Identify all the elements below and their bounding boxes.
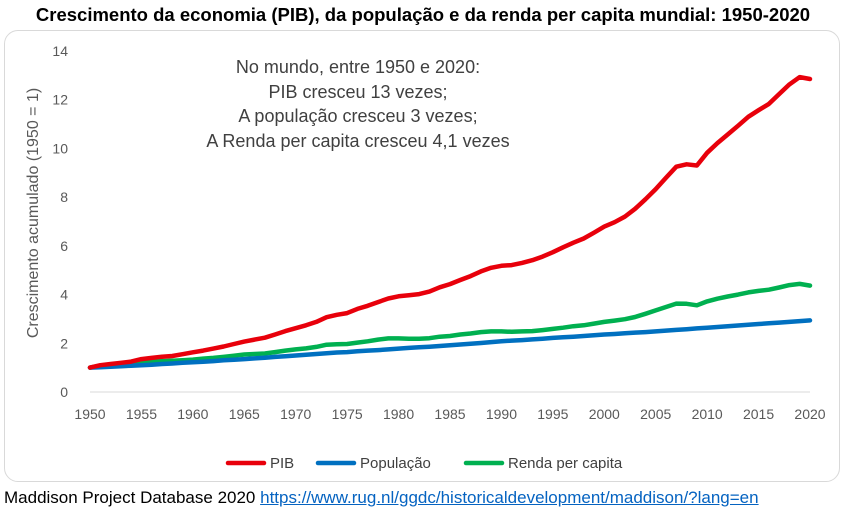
annotation-line-1: No mundo, entre 1950 e 2020: <box>236 57 480 77</box>
x-tick-label: 2015 <box>743 406 774 422</box>
x-tick-label: 1960 <box>177 406 208 422</box>
x-tick-label: 1985 <box>434 406 465 422</box>
x-tick-label: 1990 <box>486 406 517 422</box>
x-tick-label: 2005 <box>640 406 671 422</box>
y-axis-title: Crescimento acumulado (1950 = 1) <box>25 88 42 338</box>
series-line-pib <box>87 74 813 370</box>
line-chart: 0 2 4 6 8 10 12 14 1950 1955 1960 1965 1970 1975 1980… <box>25 43 826 472</box>
source-link[interactable]: https://www.rug.nl/ggdc/historicaldevelo… <box>260 488 759 507</box>
x-axis-ticks: 1950 1955 1960 1965 1970 1975 1980 1985 1990 1995… <box>74 406 825 422</box>
y-tick-label: 0 <box>60 384 68 400</box>
y-tick-label: 14 <box>52 43 68 59</box>
y-tick-label: 10 <box>52 140 68 156</box>
x-tick-label: 1995 <box>537 406 568 422</box>
x-tick-label: 1980 <box>383 406 414 422</box>
x-tick-label: 2020 <box>794 406 825 422</box>
source-text: Maddison Project Database 2020 <box>4 488 261 507</box>
x-tick-label: 2010 <box>692 406 723 422</box>
legend-label: Renda per capita <box>508 455 623 472</box>
legend-label: População <box>360 455 431 472</box>
legend-label: PIB <box>270 455 294 472</box>
y-tick-label: 4 <box>60 287 68 303</box>
x-tick-label: 1970 <box>280 406 311 422</box>
series-line-população <box>87 318 813 370</box>
y-tick-label: 2 <box>60 335 68 351</box>
series-line-renda-per-capita <box>87 281 813 370</box>
y-tick-label: 8 <box>60 189 68 205</box>
y-axis-ticks: 0 2 4 6 8 10 12 14 <box>52 43 68 400</box>
chart-area <box>4 30 840 482</box>
y-tick-label: 6 <box>60 238 68 254</box>
annotation-line-4: A Renda per capita cresceu 4,1 vezes <box>206 131 509 151</box>
annotation-line-3: A população cresceu 3 vezes; <box>238 106 477 126</box>
x-tick-label: 1975 <box>332 406 363 422</box>
annotation-box: No mundo, entre 1950 e 2020: PIB cresceu… <box>206 57 509 151</box>
annotation-line-2: PIB cresceu 13 vezes; <box>268 82 447 102</box>
source-footer: Maddison Project Database 2020 https://w… <box>4 488 759 508</box>
legend: PIB População Renda per capita <box>225 455 623 472</box>
chart-title: Crescimento da economia (PIB), da popula… <box>35 4 811 25</box>
series-lines <box>87 74 813 370</box>
x-tick-label: 1955 <box>126 406 157 422</box>
x-tick-label: 1965 <box>229 406 260 422</box>
x-tick-label: 2000 <box>589 406 620 422</box>
y-tick-label: 12 <box>52 92 68 108</box>
x-tick-label: 1950 <box>74 406 105 422</box>
